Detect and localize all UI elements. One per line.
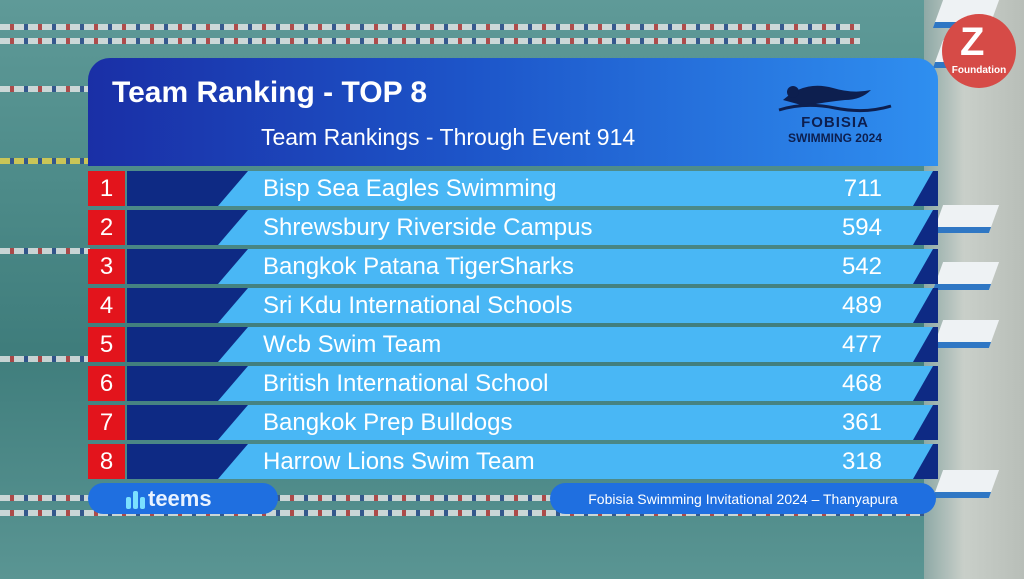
lane-rope [0, 24, 860, 30]
team-points: 468 [841, 370, 882, 397]
rank-number: 3 [88, 249, 125, 284]
starting-block [932, 262, 1000, 290]
ranking-row: 2 Shrewsbury Riverside Campus 594 [88, 210, 938, 245]
rank-number: 8 [88, 444, 125, 479]
rank-number: 5 [88, 327, 125, 362]
header-panel: Team Ranking - TOP 8 Team Rankings - Thr… [88, 58, 938, 166]
team-points: 477 [841, 331, 882, 358]
team-name: Harrow Lions Swim Team [263, 448, 535, 475]
rank-number: 7 [88, 405, 125, 440]
lane-rope [0, 495, 930, 501]
rank-number: 2 [88, 210, 125, 245]
team-name: Bangkok Prep Bulldogs [263, 409, 513, 436]
team-points: 711 [843, 175, 882, 202]
rankings-table: 1 Bisp Sea Eagles Swimming 711 2 Shrewsb… [88, 171, 938, 483]
rank-number: 6 [88, 366, 125, 401]
team-name: Wcb Swim Team [263, 331, 442, 358]
teems-logo-icon [126, 489, 145, 509]
team-points: 318 [841, 448, 882, 475]
team-name: British International School [263, 370, 549, 397]
z-logo-icon: Z [960, 20, 985, 64]
team-points: 594 [841, 214, 882, 241]
ranking-row: 5 Wcb Swim Team 477 [88, 327, 938, 362]
team-points: 489 [841, 292, 882, 319]
ranking-row: 7 Bangkok Prep Bulldogs 361 [88, 405, 938, 440]
event-footer: Fobisia Swimming Invitational 2024 – Tha… [550, 483, 936, 514]
brand-event: SWIMMING 2024 [787, 131, 883, 145]
sponsor-name: teems [148, 485, 212, 511]
ranking-row: 4 Sri Kdu International Schools 489 [88, 288, 938, 323]
team-name: Sri Kdu International Schools [263, 292, 573, 319]
starting-block [932, 205, 1000, 233]
lane-rope [0, 86, 90, 92]
rank-number: 1 [88, 171, 125, 206]
lane-rope [0, 38, 860, 44]
swimmer-icon [778, 85, 892, 113]
lane-rope [0, 248, 90, 254]
team-points: 542 [841, 253, 882, 280]
brand-name: FOBISIA [801, 114, 869, 131]
rank-number: 4 [88, 288, 125, 323]
lane-rope [0, 158, 90, 164]
foundation-logo: Z Foundation [942, 14, 1016, 88]
ranking-row: 8 Harrow Lions Swim Team 318 [88, 444, 938, 479]
starting-block [932, 320, 1000, 348]
page-subtitle: Team Rankings - Through Event 914 [261, 124, 636, 150]
ranking-row: 6 British International School 468 [88, 366, 938, 401]
lane-rope [0, 356, 90, 362]
team-points: 361 [841, 409, 882, 436]
starting-block [932, 470, 1000, 498]
lane-rope [0, 510, 930, 516]
page-title: Team Ranking - TOP 8 [112, 76, 428, 109]
team-name: Bangkok Patana TigerSharks [263, 253, 574, 280]
team-name: Bisp Sea Eagles Swimming [263, 175, 557, 202]
ranking-row: 1 Bisp Sea Eagles Swimming 711 [88, 171, 938, 206]
team-name: Shrewsbury Riverside Campus [263, 214, 593, 241]
teems-sponsor-badge: teems [88, 483, 278, 514]
ranking-row: 3 Bangkok Patana TigerSharks 542 [88, 249, 938, 284]
fobisia-logo: FOBISIA SWIMMING 2024 [760, 70, 910, 152]
